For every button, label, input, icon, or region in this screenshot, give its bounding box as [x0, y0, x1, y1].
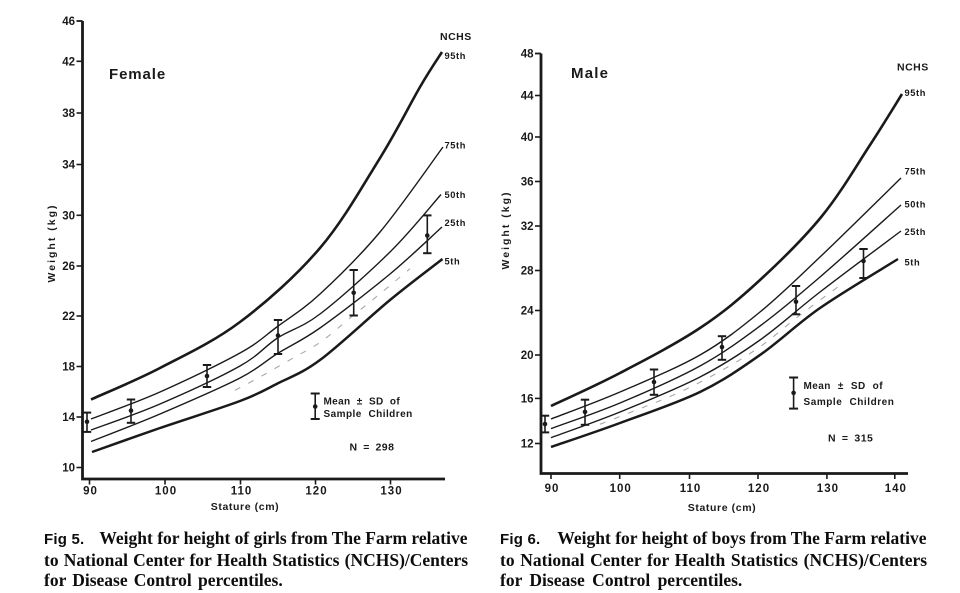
svg-text:Male: Male [571, 65, 609, 82]
svg-text:42: 42 [62, 56, 75, 68]
svg-text:50th: 50th [905, 200, 927, 210]
svg-text:110: 110 [231, 486, 253, 498]
svg-text:26: 26 [62, 261, 75, 273]
svg-text:120: 120 [748, 483, 770, 495]
svg-text:50th: 50th [445, 190, 467, 200]
svg-text:44: 44 [521, 91, 534, 103]
svg-text:Stature (cm): Stature (cm) [688, 502, 756, 514]
svg-text:Sample Children: Sample Children [324, 409, 413, 420]
svg-text:N = 298: N = 298 [350, 442, 395, 454]
svg-text:75th: 75th [905, 167, 927, 177]
svg-text:110: 110 [680, 483, 702, 495]
svg-text:Weight (kg): Weight (kg) [46, 204, 58, 283]
svg-text:Mean ± SD of: Mean ± SD of [324, 397, 401, 408]
svg-text:10: 10 [62, 463, 75, 475]
svg-text:32: 32 [521, 221, 534, 233]
svg-text:Mean ± SD of: Mean ± SD of [804, 381, 884, 392]
svg-text:90: 90 [83, 486, 98, 498]
svg-text:5th: 5th [445, 257, 461, 267]
svg-text:38: 38 [62, 108, 75, 120]
svg-text:75th: 75th [445, 141, 467, 151]
svg-text:Sample Children: Sample Children [804, 397, 895, 408]
svg-text:100: 100 [155, 486, 177, 498]
svg-text:25th: 25th [445, 218, 467, 228]
svg-text:NCHS: NCHS [440, 31, 472, 43]
svg-text:NCHS: NCHS [897, 62, 929, 74]
svg-text:16: 16 [521, 393, 534, 405]
svg-text:90: 90 [545, 483, 560, 495]
svg-text:34: 34 [62, 160, 75, 172]
svg-text:24: 24 [521, 306, 534, 318]
svg-text:5th: 5th [905, 258, 921, 268]
svg-text:130: 130 [817, 483, 839, 495]
svg-text:30: 30 [62, 210, 75, 222]
svg-text:Female: Female [109, 66, 166, 83]
svg-text:20: 20 [521, 350, 534, 362]
svg-text:Stature (cm): Stature (cm) [211, 501, 279, 513]
svg-text:18: 18 [62, 362, 75, 374]
svg-text:22: 22 [62, 311, 75, 323]
svg-text:14: 14 [62, 412, 75, 424]
svg-text:36: 36 [521, 177, 534, 189]
svg-text:95th: 95th [905, 88, 927, 98]
svg-text:48: 48 [521, 49, 534, 61]
svg-text:140: 140 [885, 483, 907, 495]
svg-text:28: 28 [521, 266, 534, 278]
svg-text:25th: 25th [905, 227, 927, 237]
svg-text:100: 100 [610, 483, 632, 495]
svg-text:40: 40 [521, 132, 534, 144]
svg-text:95th: 95th [445, 51, 467, 61]
svg-text:12: 12 [521, 439, 534, 451]
svg-text:130: 130 [380, 486, 402, 498]
svg-text:Weight (kg): Weight (kg) [500, 191, 512, 270]
svg-text:N = 315: N = 315 [828, 433, 873, 445]
svg-text:46: 46 [62, 16, 75, 28]
svg-text:120: 120 [305, 486, 327, 498]
